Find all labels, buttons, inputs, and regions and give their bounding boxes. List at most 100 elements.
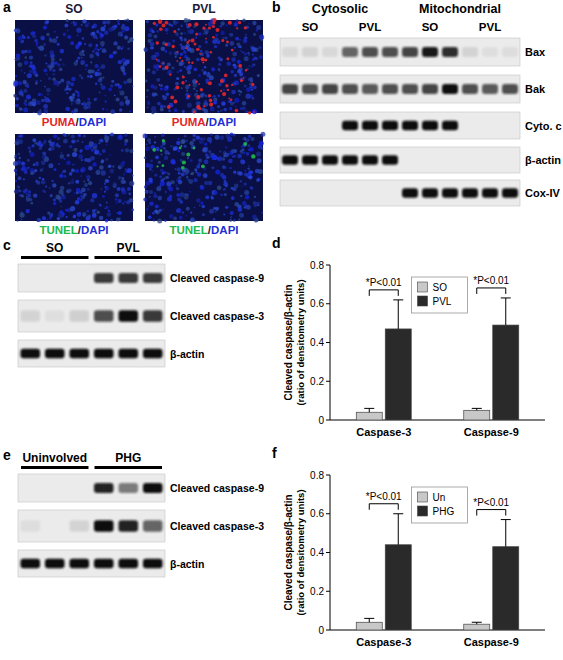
nucleus [106, 20, 110, 24]
nucleus [164, 86, 169, 91]
band [402, 84, 418, 94]
nucleus [220, 135, 225, 140]
nucleus [74, 140, 76, 142]
nucleus [26, 197, 30, 201]
nucleus [222, 157, 226, 161]
nucleus [223, 189, 225, 191]
nucleus [228, 159, 232, 163]
nucleus [178, 172, 181, 175]
nucleus [67, 30, 69, 32]
nucleus [58, 145, 61, 148]
nucleus [36, 181, 40, 185]
nucleus [187, 157, 189, 159]
nucleus [193, 147, 195, 149]
nucleus [33, 193, 37, 197]
nucleus [229, 33, 232, 36]
nucleus [144, 157, 147, 160]
nucleus [19, 190, 21, 192]
stain-spot [195, 33, 198, 36]
nucleus [220, 110, 222, 112]
nucleus [240, 159, 245, 164]
nucleus [178, 138, 180, 140]
nucleus [253, 201, 255, 203]
nucleus [43, 26, 47, 30]
nucleus [154, 173, 157, 176]
nucleus [131, 209, 134, 212]
nucleus [23, 107, 28, 112]
error-cap [393, 513, 403, 514]
nucleus [68, 189, 72, 193]
nucleus [205, 153, 208, 156]
nucleus [249, 147, 254, 152]
nucleus [104, 186, 107, 189]
stain-spot [153, 22, 156, 25]
nucleus [217, 111, 219, 113]
nucleus [49, 50, 54, 55]
nucleus [118, 199, 122, 203]
nucleus [244, 56, 249, 61]
blot-row [280, 180, 520, 206]
stain-spot [182, 160, 186, 164]
nucleus [89, 54, 94, 59]
nucleus [110, 109, 115, 114]
nucleus [180, 53, 183, 56]
nucleus [121, 149, 124, 152]
nucleus [205, 31, 209, 35]
band [382, 155, 398, 164]
blot-row [18, 340, 165, 367]
band [462, 47, 478, 57]
micrograph-background [15, 134, 133, 221]
nucleus [145, 190, 149, 194]
label: PVL [192, 2, 215, 16]
nucleus [229, 219, 232, 222]
band [422, 84, 438, 94]
significance-bracket [477, 510, 506, 516]
nucleus [39, 147, 42, 150]
nucleus [202, 213, 205, 216]
nucleus [86, 175, 90, 179]
band [422, 121, 438, 131]
stain-spot [226, 41, 229, 44]
nucleus [244, 170, 246, 172]
nucleus [87, 188, 90, 191]
nucleus [32, 70, 36, 74]
nucleus [116, 97, 120, 101]
nucleus [147, 68, 151, 72]
band [282, 84, 298, 94]
nucleus [176, 187, 179, 190]
nucleus [237, 154, 242, 159]
stain-spot [181, 145, 183, 147]
nucleus [124, 36, 128, 40]
stain-spot [156, 59, 158, 61]
nucleus [68, 182, 70, 184]
nucleus [157, 102, 161, 106]
nucleus [32, 34, 36, 38]
nucleus [39, 177, 41, 179]
error-line [505, 520, 506, 547]
nucleus [100, 139, 104, 143]
nucleus [81, 167, 86, 172]
nucleus [118, 176, 122, 180]
nucleus [166, 181, 171, 186]
nucleus [252, 97, 254, 99]
nucleus [244, 182, 247, 185]
band [382, 84, 398, 94]
nucleus [15, 180, 17, 182]
stain-spot [186, 153, 190, 157]
band [118, 483, 138, 493]
nucleus [153, 219, 156, 222]
nucleus [152, 212, 155, 215]
nucleus [211, 67, 215, 71]
nucleus [100, 83, 103, 86]
nucleus [205, 154, 208, 157]
nucleus [37, 218, 41, 222]
nucleus [66, 85, 68, 87]
nucleus [258, 144, 263, 149]
nucleus [229, 33, 233, 37]
nucleus [184, 66, 186, 68]
band [302, 155, 318, 164]
nucleus [95, 209, 97, 211]
nucleus [218, 83, 221, 86]
nucleus [40, 35, 45, 40]
nucleus [30, 202, 33, 205]
